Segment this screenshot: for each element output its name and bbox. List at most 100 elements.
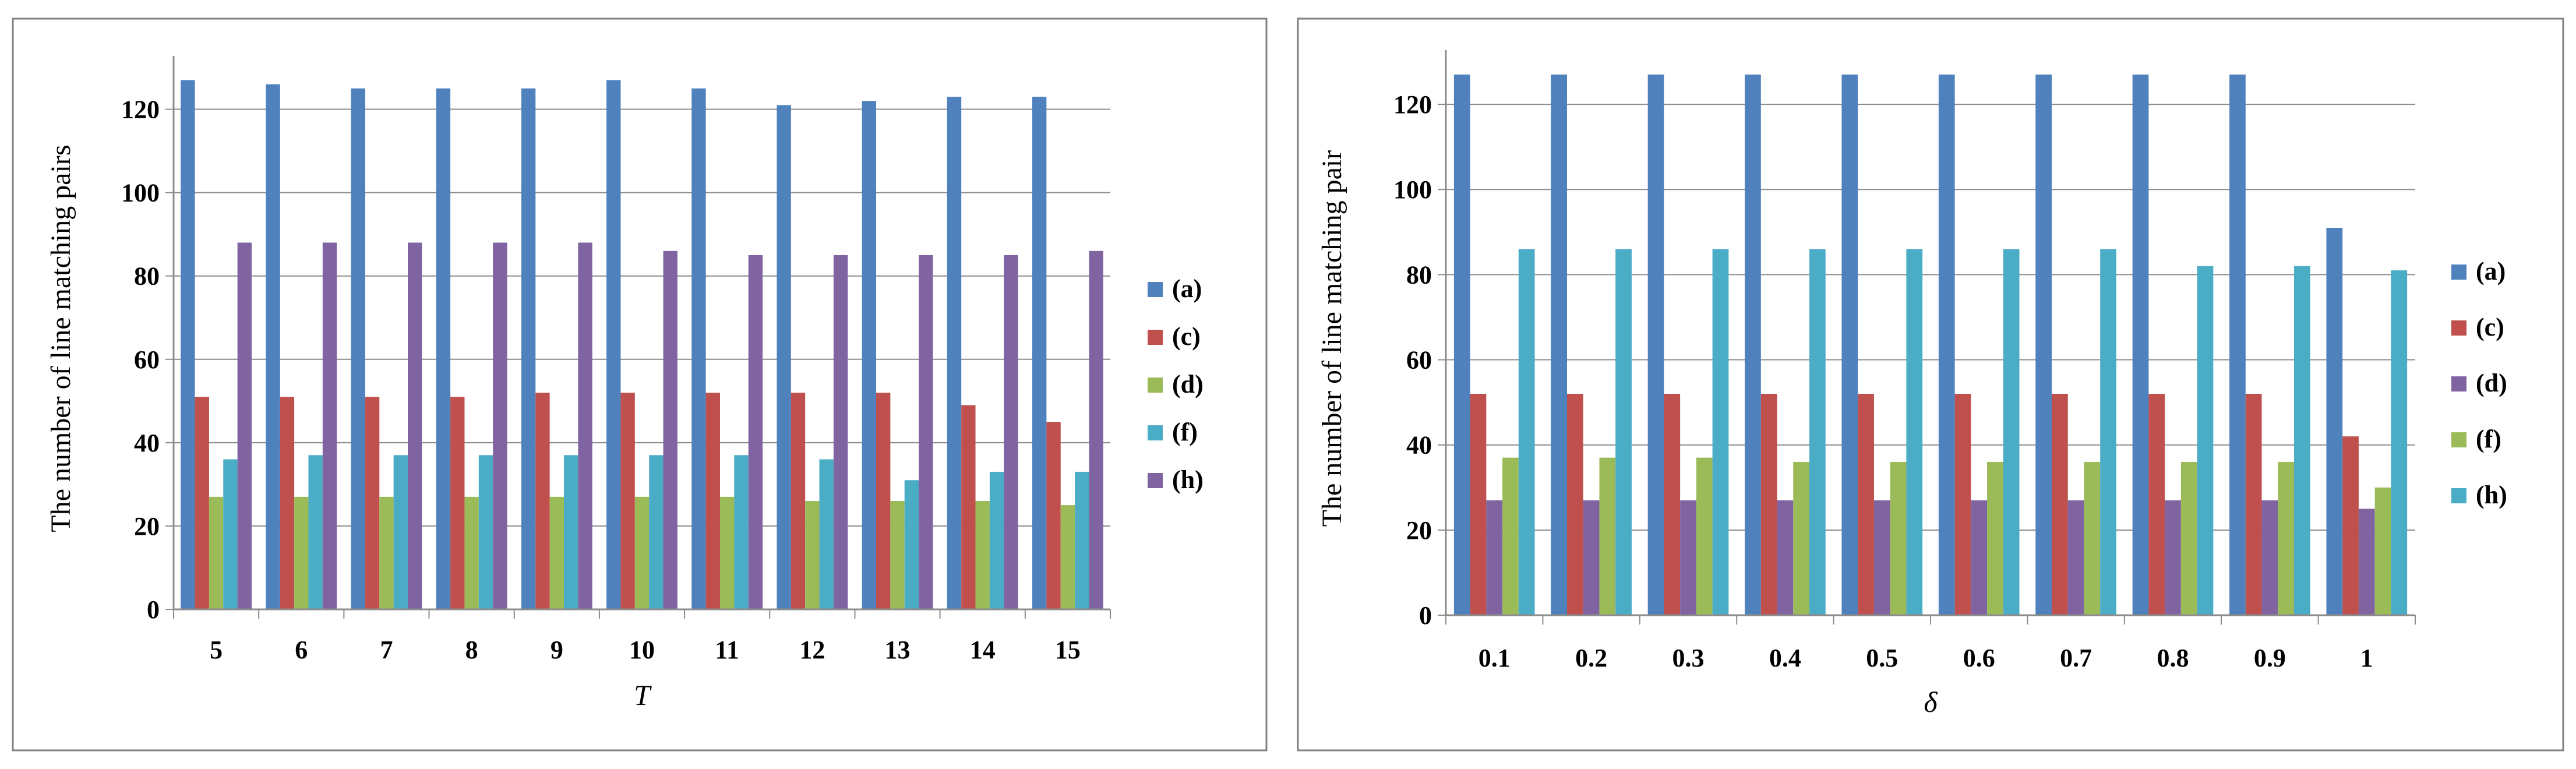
legend-swatch	[2451, 488, 2466, 503]
y-tick-label: 60	[134, 345, 160, 374]
bar	[1777, 500, 1794, 615]
x-tick-label: 12	[799, 636, 825, 664]
chart-1: 0 20 40 60 80 100 120 5 6 7 8 9 10 11 12 13 14 15 T The num…	[45, 56, 1204, 711]
bar	[720, 496, 735, 609]
chart-1-frame	[12, 17, 1268, 752]
bar	[1906, 249, 1923, 615]
bar	[2245, 394, 2262, 615]
legend-label: (d)	[1172, 370, 1204, 398]
bar	[1089, 251, 1103, 609]
bar	[379, 496, 394, 609]
bar	[1502, 457, 1519, 615]
bar	[2084, 461, 2101, 615]
x-tick-label: 11	[715, 636, 739, 664]
y-tick-label: 100	[1393, 175, 1432, 204]
bar	[1583, 500, 1600, 615]
x-tick-label: 0.3	[1672, 644, 1705, 672]
bar	[549, 496, 564, 609]
y-tick-label: 120	[121, 96, 160, 124]
bar	[2358, 509, 2375, 615]
bar	[436, 88, 451, 609]
bar	[1760, 394, 1777, 615]
bar	[1873, 500, 1890, 615]
bar	[493, 242, 507, 609]
bar	[2067, 500, 2084, 615]
bar	[351, 88, 365, 609]
bar	[2197, 266, 2214, 615]
bar	[620, 393, 635, 609]
bar	[294, 496, 309, 609]
bar	[833, 255, 848, 609]
bar	[223, 459, 238, 609]
legend-swatch	[1148, 282, 1163, 297]
x-axis-title: δ	[1924, 686, 1938, 718]
bar	[876, 393, 891, 609]
bar	[2326, 228, 2343, 615]
bar	[2180, 461, 2197, 615]
y-tick-label: 60	[1406, 346, 1432, 375]
legend-swatch	[2451, 264, 2466, 280]
x-tick-label: 0.1	[1478, 644, 1511, 672]
bar	[1453, 74, 1470, 615]
bar	[2229, 74, 2246, 615]
bar	[890, 501, 905, 609]
bar	[663, 251, 677, 609]
bar	[2052, 394, 2068, 615]
x-tick-label: 0.6	[1963, 644, 1995, 672]
bar	[521, 88, 536, 609]
x-tick-label: 6	[295, 636, 308, 664]
x-tick-label: 0.4	[1769, 644, 1801, 672]
bar	[1470, 394, 1487, 615]
bar	[961, 405, 976, 609]
chart-2-frame	[1297, 17, 2564, 752]
x-tick-label: 9	[551, 636, 563, 664]
bar	[408, 242, 422, 609]
bar	[2132, 74, 2149, 615]
bar	[705, 393, 720, 609]
y-axis-title: The number of line matching pair	[1317, 150, 1347, 527]
x-tick-label: 0.2	[1575, 644, 1607, 672]
bar	[1046, 422, 1061, 609]
x-tick-label: 5	[210, 636, 223, 664]
bar	[748, 255, 763, 609]
bar	[649, 455, 664, 609]
bar	[1032, 97, 1047, 610]
bar	[2003, 249, 2020, 615]
bar	[1938, 74, 1955, 615]
legend-label: (f)	[1172, 418, 1198, 446]
bar	[975, 501, 990, 609]
x-tick-label: 10	[629, 636, 655, 664]
bar	[1075, 471, 1089, 609]
bar	[1664, 394, 1681, 615]
legend-swatch	[2451, 320, 2466, 336]
bar	[1971, 500, 1988, 615]
bar	[1745, 74, 1761, 615]
bar	[1486, 500, 1503, 615]
bar	[266, 84, 280, 610]
bar	[209, 496, 224, 609]
bar	[2294, 266, 2310, 615]
bar	[1567, 394, 1583, 615]
y-tick-label: 0	[147, 595, 160, 624]
bar	[862, 101, 876, 609]
x-tick-label: 1	[2360, 644, 2373, 672]
y-tick-label: 0	[1419, 601, 1432, 630]
bar	[989, 471, 1004, 609]
bar	[1599, 457, 1616, 615]
legend-label: (c)	[1172, 322, 1201, 351]
legend-swatch	[2451, 376, 2466, 391]
legend-swatch	[1148, 378, 1163, 393]
bar	[280, 397, 295, 609]
legend-label: (h)	[1172, 465, 1204, 494]
bar	[947, 97, 962, 610]
y-axis-title: The number of line matching pairs	[45, 144, 76, 532]
chart-2: 0 20 40 60 80 100 120 0.1 0.2 0.3 0.4 0.5 0.6 0.7 0.8 0…	[1317, 50, 2507, 718]
bar	[606, 80, 621, 609]
bar	[1060, 505, 1075, 609]
bar	[2148, 394, 2165, 615]
bar	[904, 480, 919, 609]
bar	[734, 455, 749, 609]
y-tick-label: 40	[134, 429, 160, 457]
y-tick-label: 80	[134, 262, 160, 291]
